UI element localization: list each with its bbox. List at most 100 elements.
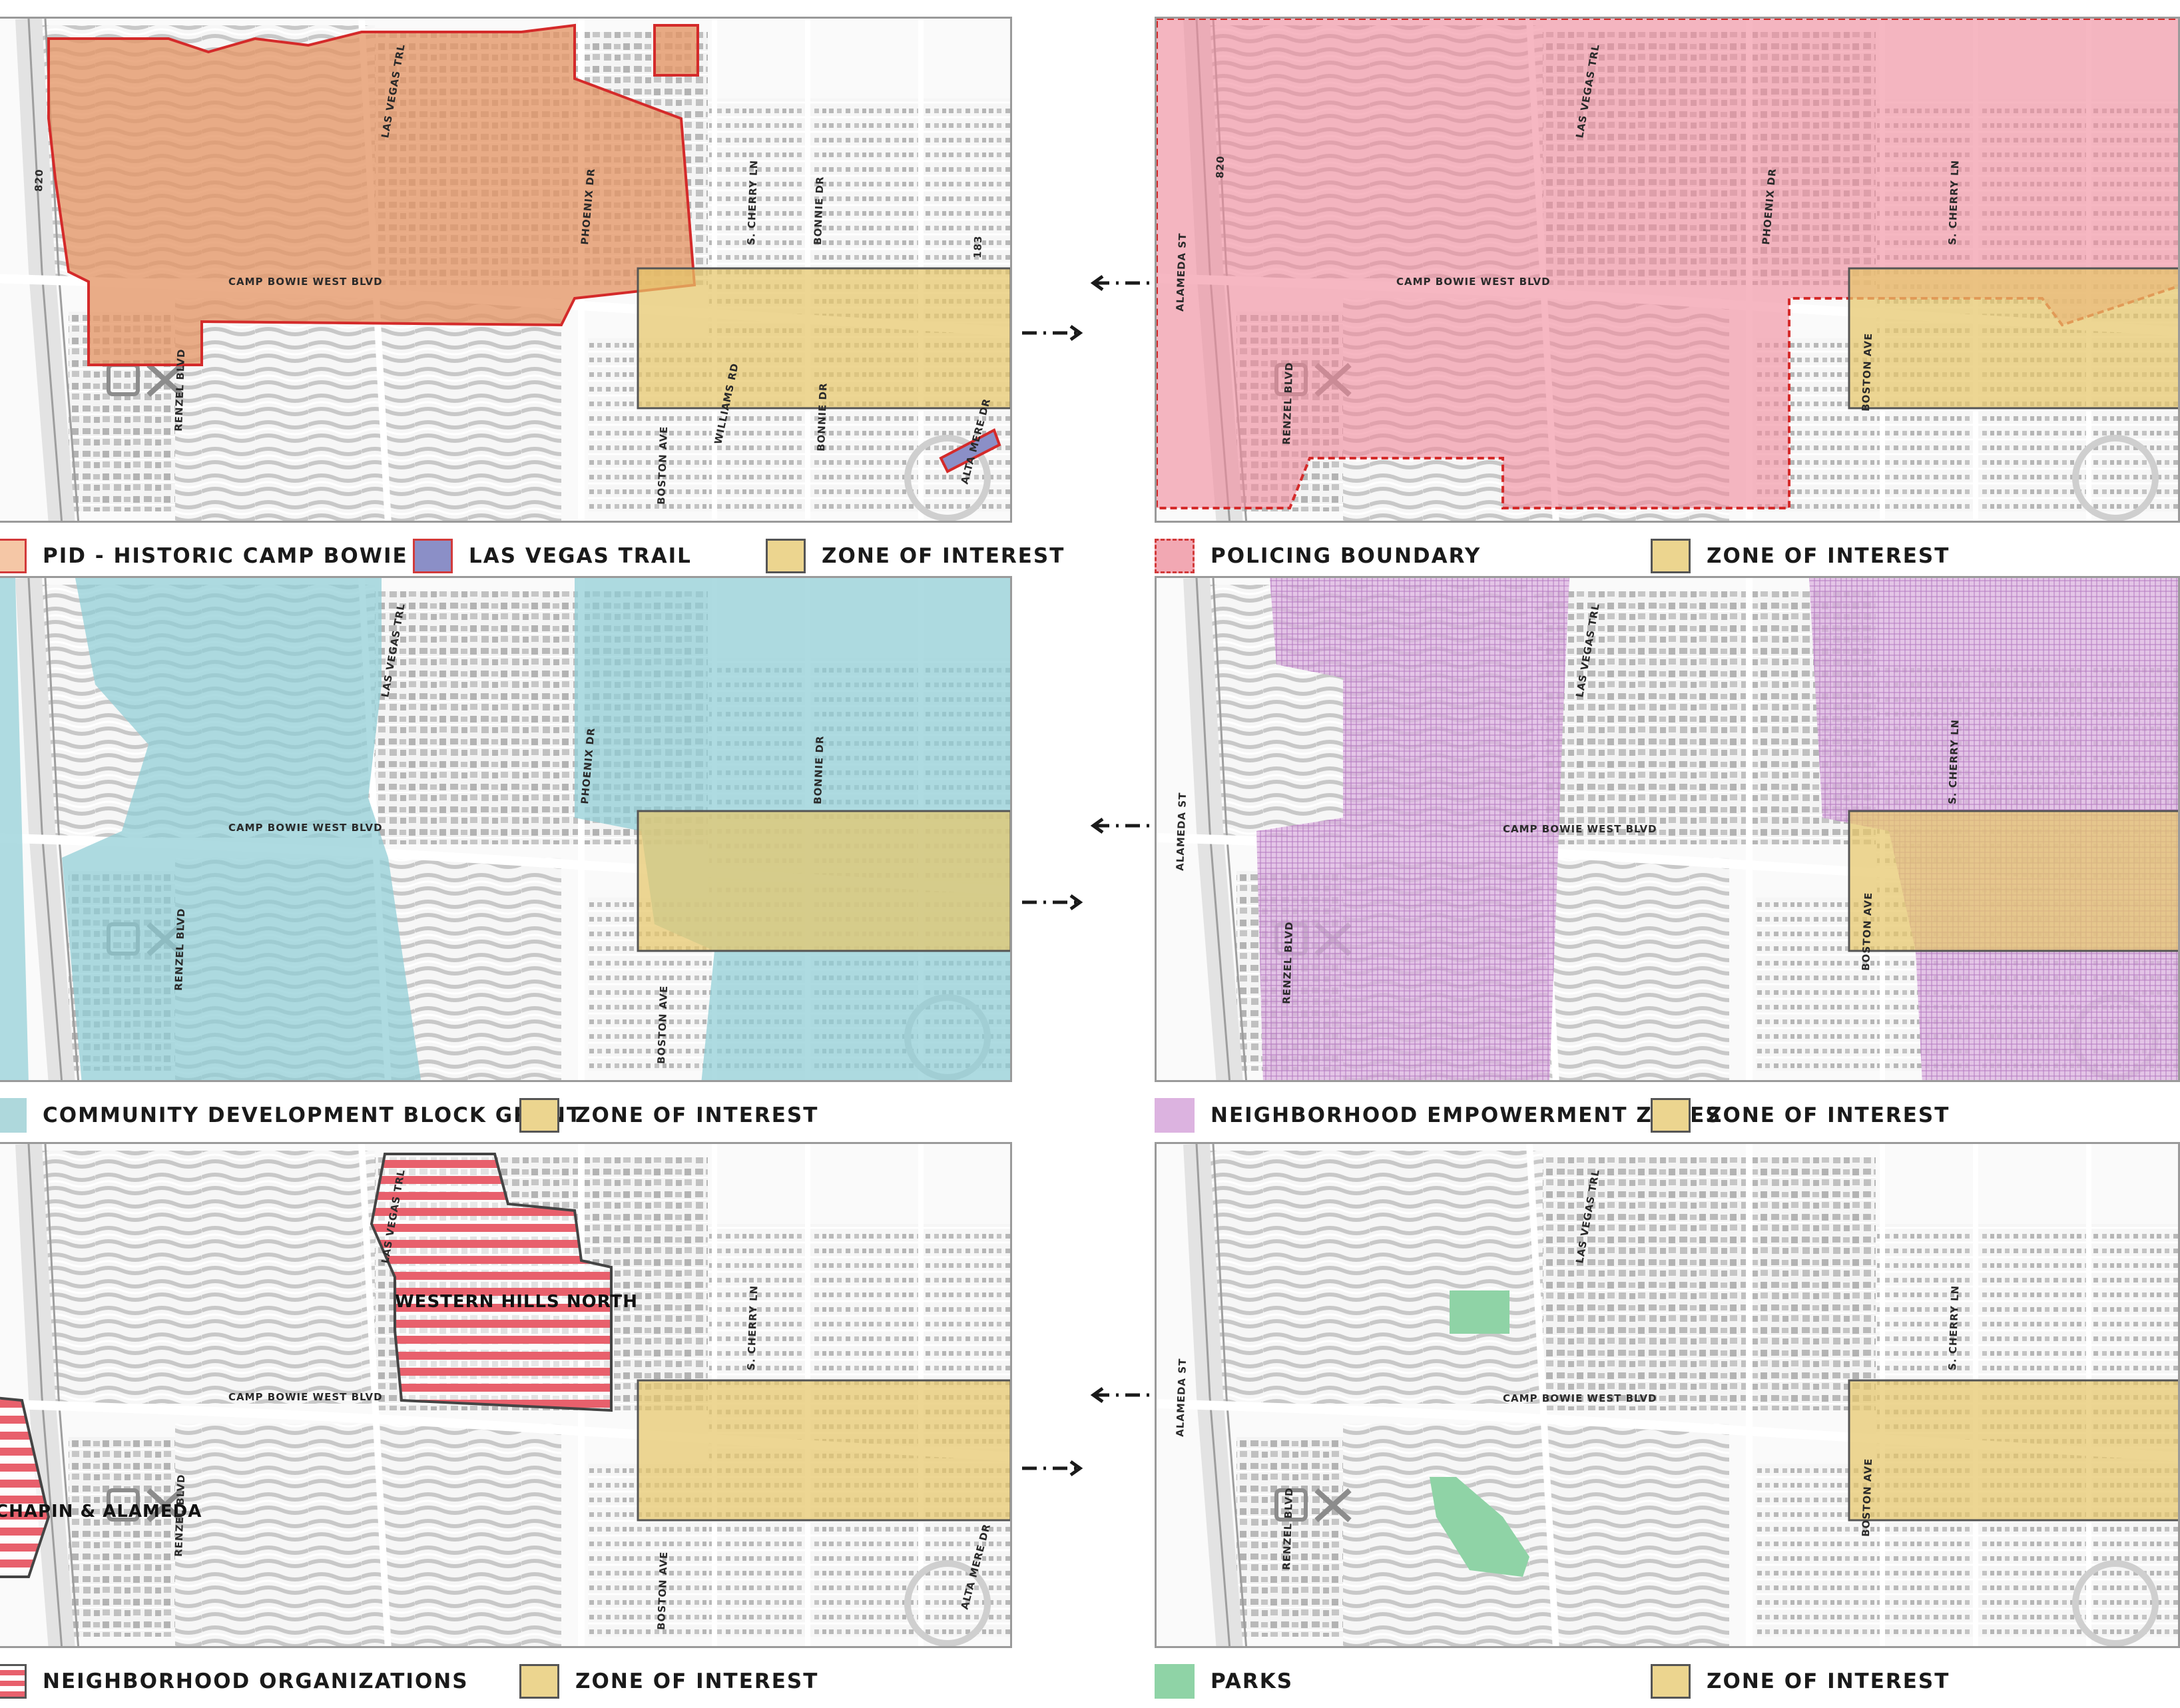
street-label: BONNIE DR [812,176,826,245]
area-label: CHAPIN & ALAMEDA [0,1502,202,1522]
street-label: S. CHERRY LN [1946,1285,1961,1371]
legend-item: ZONE OF INTEREST [1651,1661,1950,1701]
street-label: BOSTON AVE [655,426,670,505]
street-label: RENZEL BLVD [1280,362,1295,445]
legend-parks: PARKS ZONE OF INTEREST [1155,1655,2180,1708]
zone-of-interest [1848,1379,2178,1522]
legend-swatch [1155,539,1195,573]
legend-label: ZONE OF INTEREST [575,1669,819,1693]
legend-swatch [0,1098,27,1133]
street-label: RENZEL BLVD [1280,1487,1295,1570]
street-label: S. CHERRY LN [745,160,760,246]
highway-label: 820 [1214,155,1226,178]
zone-of-interest [637,810,1010,952]
zone-of-interest [1848,810,2178,952]
legend-item: ZONE OF INTEREST [1651,1095,1950,1135]
street-label: S. CHERRY LN [745,1285,760,1371]
las-vegas-trail-area [939,428,1001,473]
map-policing-svg: CAMP BOWIE WEST BLVD ALAMEDA ST LAS VEGA… [1157,19,2178,523]
street-label: CAMP BOWIE WEST BLVD [1503,823,1657,835]
legend-label: COMMUNITY DEVELOPMENT BLOCK GRANT [43,1103,583,1127]
map-parks: CAMP BOWIE WEST BLVD ALAMEDA ST LAS VEGA… [1155,1142,2180,1648]
legend-item: ZONE OF INTEREST [519,1661,818,1701]
legend-label: ZONE OF INTEREST [575,1103,819,1127]
street-label: RENZEL BLVD [1280,921,1295,1004]
park-area [1450,1290,1509,1334]
legend-swatch [766,539,806,573]
street-label: CAMP BOWIE WEST BLVD [228,276,383,288]
arrow-west-icon [1090,817,1151,834]
legend-cdbg: COMMUNITY DEVELOPMENT BLOCK GRANT ZONE O… [0,1089,1025,1142]
area-label: WESTERN HILLS NORTH [395,1292,638,1312]
street-label: CAMP BOWIE WEST BLVD [228,822,383,834]
legend-label: ZONE OF INTEREST [1707,1103,1950,1127]
policing-boundary-area [1157,19,2178,509]
legend-item: POLICING BOUNDARY [1155,536,1481,576]
arrow-east-icon [1022,324,1083,342]
legend-label: LAS VEGAS TRAIL [469,544,692,568]
street-label: BOSTON AVE [1860,892,1874,971]
street-label: CAMP BOWIE WEST BLVD [1503,1392,1657,1404]
street-label: ALAMEDA ST [1174,1358,1189,1437]
map-pid-svg: CAMP BOWIE WEST BLVD LAS VEGAS TRL PHOEN… [0,19,1010,523]
street-label: ALAMEDA ST [1174,232,1189,312]
street-label: RENZEL BLVD [172,348,187,431]
street-label: BOSTON AVE [655,985,670,1064]
map-policing: CAMP BOWIE WEST BLVD ALAMEDA ST LAS VEGA… [1155,17,2180,523]
chapin-alameda-area [0,1396,51,1578]
street-label: S. CHERRY LN [1946,160,1961,246]
legend-swatch [1651,1664,1691,1699]
map-parks-svg: CAMP BOWIE WEST BLVD ALAMEDA ST LAS VEGA… [1157,1144,2178,1648]
legend-label: ZONE OF INTEREST [1707,1669,1950,1693]
legend-swatch [1651,539,1691,573]
legend-label: PID - HISTORIC CAMP BOWIE [43,544,408,568]
map-orgs-svg: WESTERN HILLS NORTH CHAPIN & ALAMEDA CAM… [0,1144,1010,1648]
street-label: BOSTON AVE [1860,332,1874,412]
zone-of-interest [637,1379,1010,1522]
legend-nez: NEIGHBORHOOD EMPOWERMENT ZONES ZONE OF I… [1155,1089,2180,1142]
legend-pid: PID - HISTORIC CAMP BOWIE LAS VEGAS TRAI… [0,529,1063,583]
legend-label: NEIGHBORHOOD EMPOWERMENT ZONES [1211,1103,1722,1127]
legend-item: COMMUNITY DEVELOPMENT BLOCK GRANT [0,1095,582,1135]
street-label: CAMP BOWIE WEST BLVD [1396,276,1551,288]
legend-label: POLICING BOUNDARY [1211,544,1482,568]
legend-label: NEIGHBORHOOD ORGANIZATIONS [43,1669,469,1693]
map-cdbg: CAMP BOWIE WEST BLVD LAS VEGAS TRL PHOEN… [0,576,1012,1082]
map-nez: CAMP BOWIE WEST BLVD ALAMEDA ST LAS VEGA… [1155,576,2180,1082]
legend-swatch [519,1098,559,1133]
map-orgs: WESTERN HILLS NORTH CHAPIN & ALAMEDA CAM… [0,1142,1012,1648]
street-label: CAMP BOWIE WEST BLVD [228,1391,383,1403]
legend-orgs: NEIGHBORHOOD ORGANIZATIONS ZONE OF INTER… [0,1655,1025,1708]
legend-swatch [1651,1098,1691,1133]
legend-item: PID - HISTORIC CAMP BOWIE [0,536,408,576]
street-label: BONNIE DR [812,735,826,804]
arrow-west-icon [1090,274,1151,292]
legend-swatch [1155,1098,1195,1133]
legend-label: PARKS [1211,1669,1294,1693]
arrow-east-icon [1022,1460,1083,1477]
legend-label: ZONE OF INTEREST [822,544,1065,568]
highway-label: 820 [33,168,45,192]
street-label: RENZEL BLVD [172,908,187,991]
legend-swatch [1155,1664,1195,1699]
legend-policing: POLICING BOUNDARY ZONE OF INTEREST [1155,529,2180,583]
street-label: S. CHERRY LN [1946,719,1961,805]
park-area [1430,1477,1529,1577]
arrow-east-icon [1022,894,1083,911]
map-cdbg-svg: CAMP BOWIE WEST BLVD LAS VEGAS TRL PHOEN… [0,578,1010,1080]
arrow-west-icon [1090,1386,1151,1404]
nez-area [1256,578,1569,1080]
legend-swatch [0,1664,27,1699]
legend-item: ZONE OF INTEREST [1651,536,1950,576]
street-label: BOSTON AVE [655,1551,670,1630]
legend-swatch [413,539,453,573]
legend-swatch [519,1664,559,1699]
street-label: BONNIE DR [815,382,830,451]
cdbg-area [62,578,421,1080]
legend-item: ZONE OF INTEREST [766,536,1065,576]
legend-swatch [0,539,27,573]
map-pid: CAMP BOWIE WEST BLVD LAS VEGAS TRL PHOEN… [0,17,1012,523]
legend-item: NEIGHBORHOOD ORGANIZATIONS [0,1661,469,1701]
street-label: ALAMEDA ST [1174,792,1189,871]
legend-item: ZONE OF INTEREST [519,1095,818,1135]
